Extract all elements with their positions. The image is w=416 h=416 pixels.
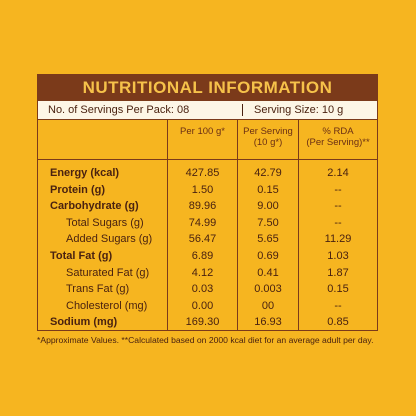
cell-value: 0.15 bbox=[327, 283, 349, 296]
cell-value: -- bbox=[334, 216, 342, 229]
cell-value: 6.89 bbox=[191, 249, 214, 262]
separator bbox=[242, 104, 243, 116]
table-body: Energy (kcal) 427.85 42.79 2.14 Protein (g) 1… bbox=[38, 165, 377, 331]
cell-value: 0.00 bbox=[191, 299, 214, 312]
cell-value: 0.03 bbox=[191, 283, 214, 296]
column-header: Per Serving (10 g*) bbox=[243, 126, 293, 148]
footnote: *Approximate Values. **Calculated based … bbox=[37, 335, 374, 345]
column-header: % RDA (Per Serving)** bbox=[306, 126, 370, 148]
cell-value: 0.41 bbox=[257, 266, 279, 279]
row-label: Sodium (mg) bbox=[50, 316, 118, 329]
columns: Per 100 g* Per Serving (10 g*) % RDA (Per … bbox=[38, 120, 377, 330]
row-label: Cholesterol (mg) bbox=[66, 299, 148, 312]
cell-value: 5.65 bbox=[257, 233, 279, 246]
table-row: Total Sugars (g) 74.99 7.50 -- bbox=[38, 215, 377, 232]
nutrition-table: NUTRITIONAL INFORMATION No. of Servings … bbox=[37, 74, 378, 331]
row-label: Total Fat (g) bbox=[50, 249, 113, 262]
cell-value: -- bbox=[334, 200, 342, 213]
header-row: Per 100 g* Per Serving (10 g*) % RDA (Per … bbox=[38, 120, 377, 160]
servings: No. of Servings Per Pack: 08 bbox=[48, 104, 190, 116]
table-row: Protein (g) 1.50 0.15 -- bbox=[38, 182, 377, 199]
table-row: Carbohydrate (g) 89.96 9.00 -- bbox=[38, 198, 377, 215]
row-label: Saturated Fat (g) bbox=[66, 266, 150, 279]
row-label: Trans Fat (g) bbox=[66, 283, 130, 296]
cell-value: 0.69 bbox=[257, 249, 279, 262]
cell-value: 16.93 bbox=[254, 316, 282, 329]
row-label: Added Sugars (g) bbox=[66, 233, 153, 246]
column-header: Per 100 g* bbox=[180, 126, 225, 137]
cell-value: 0.85 bbox=[327, 316, 349, 329]
table-row: Saturated Fat (g) 4.12 0.41 1.87 bbox=[38, 265, 377, 282]
column-line bbox=[237, 120, 238, 330]
cell-value: 56.47 bbox=[188, 233, 217, 246]
table-row: Energy (kcal) 427.85 42.79 2.14 bbox=[38, 165, 377, 182]
cell-value: 0.15 bbox=[257, 183, 279, 196]
cell-value: 1.50 bbox=[191, 183, 214, 196]
cell-value: 89.96 bbox=[188, 200, 217, 213]
table-row: Trans Fat (g) 0.03 0.003 0.15 bbox=[38, 281, 377, 298]
table-row: Sodium (mg) 169.30 16.93 0.85 bbox=[38, 314, 377, 331]
cell-value: -- bbox=[334, 183, 342, 196]
row-label: Protein (g) bbox=[50, 183, 105, 196]
cell-value: 00 bbox=[261, 299, 275, 312]
cell-value: 0.003 bbox=[254, 283, 282, 296]
cell-value: 427.85 bbox=[185, 167, 220, 179]
table-row: Cholesterol (mg) 0.00 00 -- bbox=[38, 298, 377, 315]
serving-size: Serving Size: 10 g bbox=[254, 104, 344, 116]
cell-value: 42.79 bbox=[254, 167, 282, 179]
cell-value: 1.03 bbox=[327, 249, 349, 262]
cell-value: 1.87 bbox=[327, 266, 349, 279]
table-row: Total Fat (g) 6.89 0.69 1.03 bbox=[38, 248, 377, 265]
cell-value: 74.99 bbox=[188, 216, 217, 229]
row-label: Carbohydrate (g) bbox=[50, 200, 139, 213]
column-line bbox=[298, 120, 299, 330]
cell-value: 7.50 bbox=[257, 216, 279, 229]
column-line bbox=[167, 120, 168, 330]
table-row: Added Sugars (g) 56.47 5.65 11.29 bbox=[38, 231, 377, 248]
title: NUTRITIONAL INFORMATION bbox=[38, 75, 377, 101]
cell-value: -- bbox=[334, 299, 342, 312]
cell-value: 2.14 bbox=[327, 167, 349, 179]
cell-value: 9.00 bbox=[257, 200, 279, 213]
cell-value: 169.30 bbox=[185, 316, 220, 329]
cell-value: 4.12 bbox=[191, 266, 214, 279]
cell-value: 11.29 bbox=[324, 233, 352, 246]
servings-row: No. of Servings Per Pack: 08 Serving Siz… bbox=[38, 101, 377, 120]
row-label: Energy (kcal) bbox=[50, 167, 120, 179]
row-label: Total Sugars (g) bbox=[66, 216, 144, 229]
